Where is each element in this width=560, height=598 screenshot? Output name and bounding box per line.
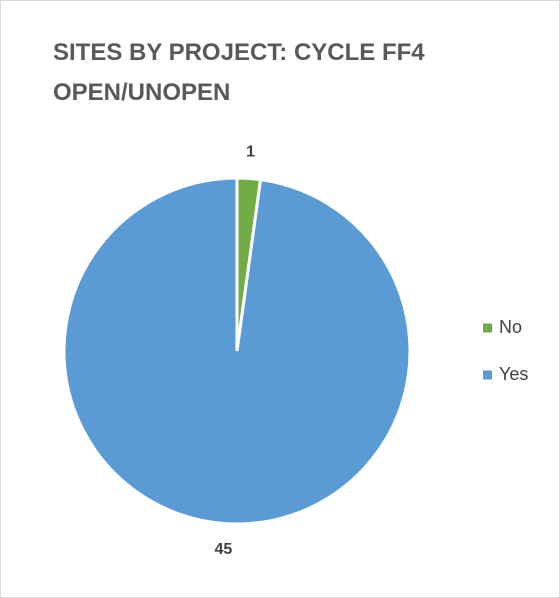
- legend-label: No: [499, 317, 522, 337]
- data-label: 45: [215, 541, 233, 558]
- data-label: 1: [246, 144, 255, 161]
- pie-slice: [62, 176, 412, 526]
- legend-swatch: [483, 370, 492, 380]
- legend-swatch: [483, 323, 492, 333]
- chart-title: SITES BY PROJECT: CYCLE FF4 OPEN/UNOPEN: [53, 39, 425, 106]
- legend-label: Yes: [499, 364, 528, 384]
